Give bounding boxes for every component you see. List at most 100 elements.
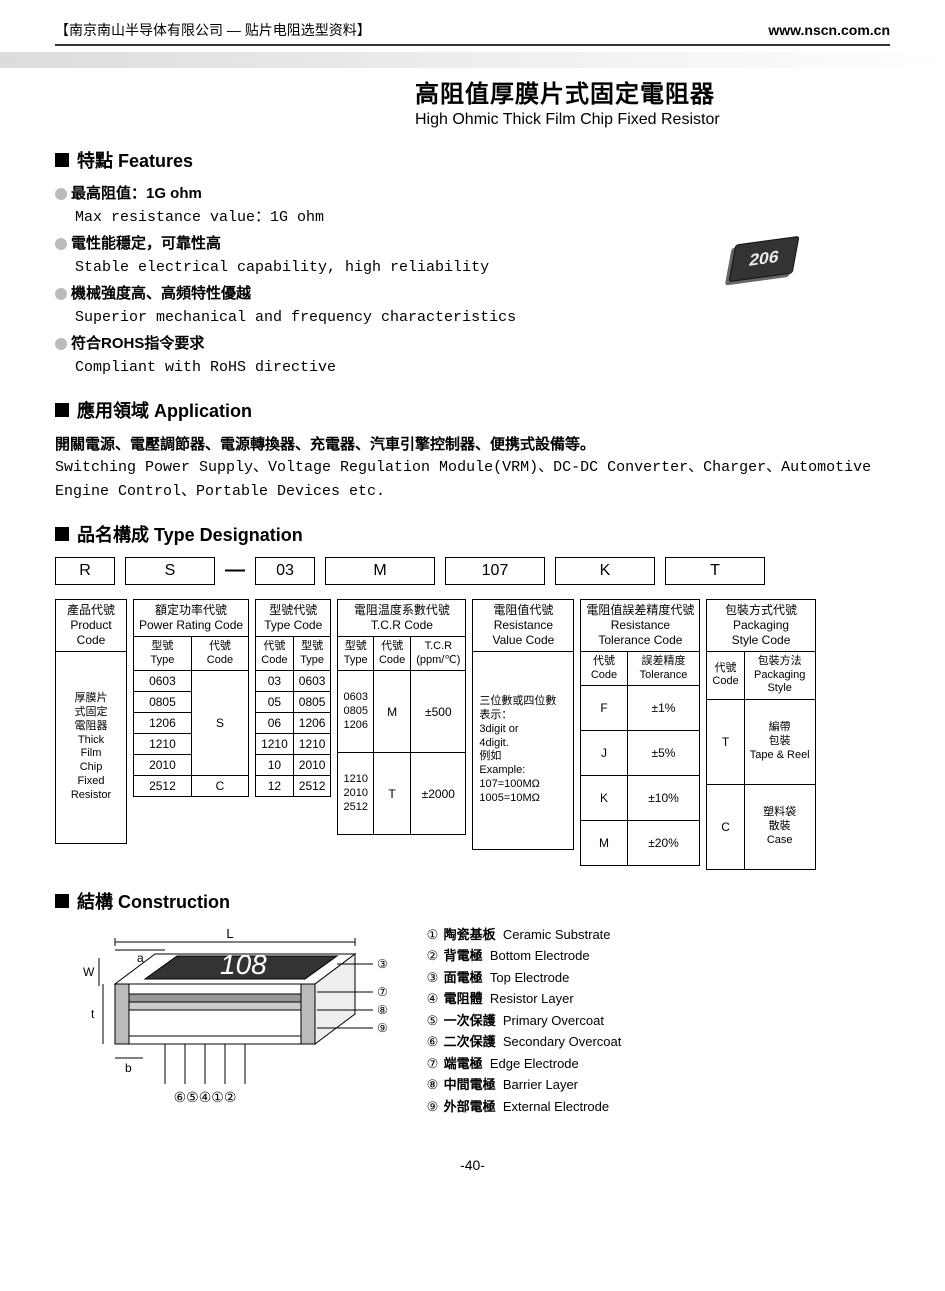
chip-resistor-image: 206 [733,240,795,278]
cell: ±5% [627,731,700,776]
title-block: 高阻值厚膜片式固定電阻器 High Ohmic Thick Film Chip … [415,74,890,129]
legend-item: ⑧ 中間電極 Barrier Layer [425,1074,621,1095]
th: 電阻温度系數代號 T.C.R Code [338,599,466,636]
cell: 1206 [134,713,192,734]
cell: ±10% [627,776,700,821]
desig-code: 03 [255,557,315,585]
feature-zh: 機械強度高、高頻特性優越 [71,285,251,302]
dim-t: t [91,1007,95,1021]
cell: ±500 [411,671,466,753]
dim-W: W [83,965,95,979]
desig-code: M [325,557,435,585]
square-bullet-icon [55,894,69,908]
col: 型號 Type [134,636,192,671]
page-header: 【南京南山半导体有限公司 — 贴片电阻选型资料】 www.nscn.com.cn [55,20,890,46]
desig-code: K [555,557,655,585]
cell: ±2000 [411,753,466,835]
cell: S [191,671,248,776]
feature-zh: 電性能穩定，可靠性高 [71,235,221,252]
th: 電阻值誤差精度代號 Resistance Tolerance Code [581,599,700,651]
cell: 0603 [134,671,192,692]
value-code-table: 電阻值代號 Resistance Value Code 三位數或四位數 表示： … [472,599,574,850]
gradient-bar [0,52,945,68]
feature-en: Max resistance value：1G ohm [75,209,324,226]
th: 額定功率代號 Power Rating Code [134,599,249,636]
section-designation-label: 品名構成 Type Designation [77,521,303,547]
feature-zh: 符合ROHS指令要求 [71,335,204,352]
cell: C [707,785,744,870]
legend-item: ④ 電阻體 Resistor Layer [425,988,621,1009]
legend-item: ③ 面電極 Top Electrode [425,967,621,988]
cell: K [581,776,627,821]
construction-diagram: 108 L a W t b ③ ⑦ [55,924,395,1114]
cell: J [581,731,627,776]
desig-code: S [125,557,215,585]
cell: 2512 [293,776,331,797]
cell: C [191,776,248,797]
square-bullet-icon [55,403,69,417]
th: 產品代號 Product Code [56,599,127,651]
cell: 塑料袋 散裝 Case [744,785,815,870]
cell: 10 [256,755,294,776]
th: 電阻值代號 Resistance Value Code [473,599,574,651]
col: 代號 Code [256,636,294,671]
cell: 2512 [134,776,192,797]
power-rating-table: 額定功率代號 Power Rating Code 型號 Type代號 Code … [133,599,249,798]
cell: 06 [256,713,294,734]
col: 包裝方法 Packaging Style [744,651,815,699]
desig-code: 107 [445,557,545,585]
th: 型號代號 Type Code [256,599,331,636]
dash-icon: — [225,559,245,582]
col: 型號 Type [293,636,331,671]
cell: F [581,686,627,731]
cell: 1210 [256,734,294,755]
th: 包裝方式代號 Packaging Style Code [707,599,815,651]
product-desc: 厚膜片 式固定 電阻器 Thick Film Chip Fixed Resist… [56,651,127,843]
section-application-label: 應用領域 Application [77,397,252,423]
dim-a: a [137,951,144,965]
dim-b: b [125,1061,132,1075]
application-en: Switching Power Supply、Voltage Regulatio… [55,456,890,503]
cell: 1206 [293,713,331,734]
col: 代號 Code [581,651,627,686]
section-construction-label: 結構 Construction [77,888,230,914]
designation-code-row: R S — 03 M 107 K T [55,557,890,585]
header-right: www.nscn.com.cn [768,22,890,38]
callout: ⑧ [377,1003,388,1017]
feature-en: Superior mechanical and frequency charac… [75,309,516,326]
packaging-table: 包裝方式代號 Packaging Style Code 代號 Code包裝方法 … [706,599,815,870]
tcr-table: 電阻温度系數代號 T.C.R Code 型號 Type 代號 Code T.C.… [337,599,466,836]
page-number: -40- [55,1157,890,1173]
callout: ③ [377,957,388,971]
bullet-icon [55,188,67,200]
cell: 1210 2010 2512 [338,753,373,835]
square-bullet-icon [55,153,69,167]
designation-tables: 產品代號 Product Code 厚膜片 式固定 電阻器 Thick Film… [55,599,890,870]
cell: 0805 [293,692,331,713]
col: 代號 Code [373,636,410,671]
bottom-callouts: ⑥⑤④①② [174,1089,237,1105]
feature-en: Stable electrical capability, high relia… [75,259,489,276]
legend-item: ② 背電極 Bottom Electrode [425,945,621,966]
legend-item: ⑤ 一次保護 Primary Overcoat [425,1010,621,1031]
product-code-table: 產品代號 Product Code 厚膜片 式固定 電阻器 Thick Film… [55,599,127,844]
bullet-icon [55,288,67,300]
section-application: 應用領域 Application [55,397,890,423]
cell: 2010 [134,755,192,776]
chip-label: 206 [728,236,799,282]
section-construction: 結構 Construction [55,888,890,914]
application-text: 開關電源、電壓調節器、電源轉換器、充電器、汽車引擎控制器、便携式設備等。 Swi… [55,433,890,503]
features-list: 最高阻值：1G ohmMax resistance value：1G ohm 電… [55,183,890,379]
legend-item: ⑦ 端電極 Edge Electrode [425,1053,621,1074]
cell: 0603 [293,671,331,692]
type-code-table: 型號代號 Type Code 代號 Code型號 Type 030603 050… [255,599,331,798]
section-designation: 品名構成 Type Designation [55,521,890,547]
cell: 2010 [293,755,331,776]
desig-code: R [55,557,115,585]
dim-L: L [226,926,233,941]
cell: 03 [256,671,294,692]
legend-item: ① 陶瓷基板 Ceramic Substrate [425,924,621,945]
cell: M [581,821,627,866]
callout: ⑦ [377,985,388,999]
cell: ±20% [627,821,700,866]
